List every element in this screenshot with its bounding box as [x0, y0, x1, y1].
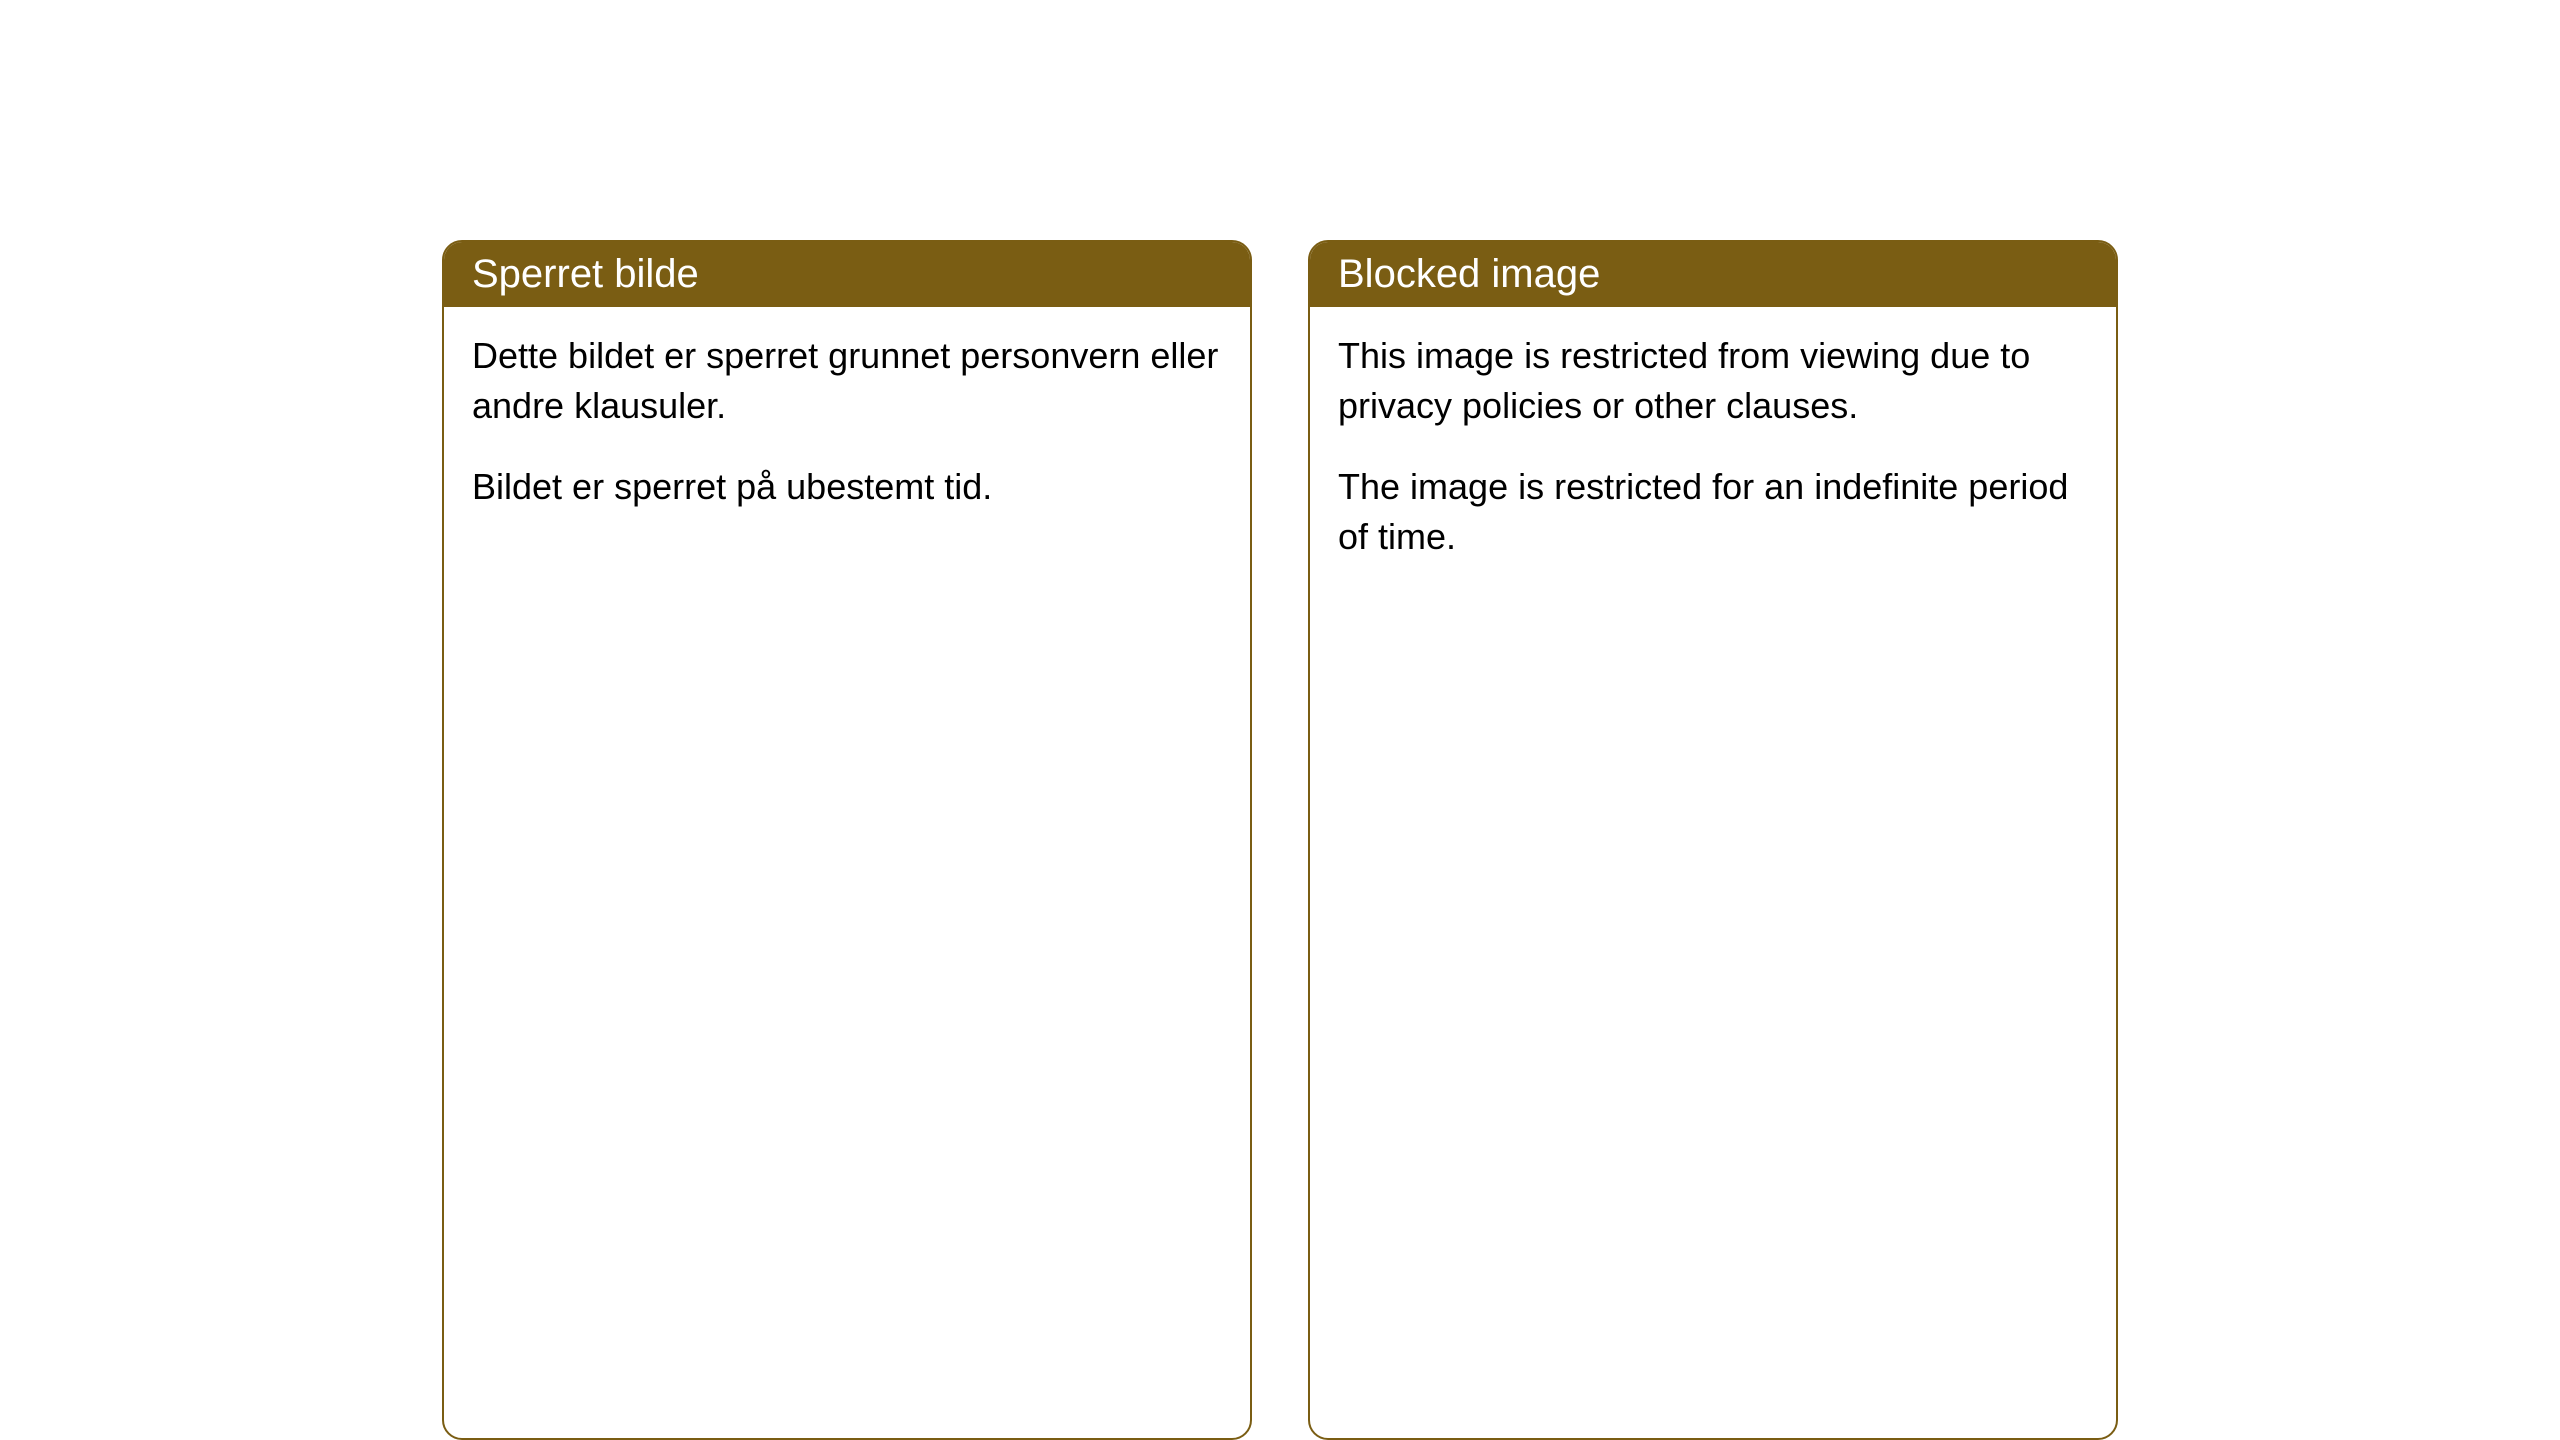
notice-card-english: Blocked image This image is restricted f… — [1308, 240, 2118, 1440]
card-title: Sperret bilde — [472, 252, 699, 296]
card-header: Blocked image — [1310, 242, 2116, 307]
card-paragraph: Dette bildet er sperret grunnet personve… — [472, 331, 1222, 432]
card-paragraph: Bildet er sperret på ubestemt tid. — [472, 462, 1222, 512]
notice-card-norwegian: Sperret bilde Dette bildet er sperret gr… — [442, 240, 1252, 1440]
card-paragraph: This image is restricted from viewing du… — [1338, 331, 2088, 432]
card-header: Sperret bilde — [444, 242, 1250, 307]
card-paragraph: The image is restricted for an indefinit… — [1338, 462, 2088, 563]
notice-container: Sperret bilde Dette bildet er sperret gr… — [442, 240, 2118, 1440]
card-body: This image is restricted from viewing du… — [1310, 307, 2116, 603]
card-title: Blocked image — [1338, 252, 1600, 296]
card-body: Dette bildet er sperret grunnet personve… — [444, 307, 1250, 552]
